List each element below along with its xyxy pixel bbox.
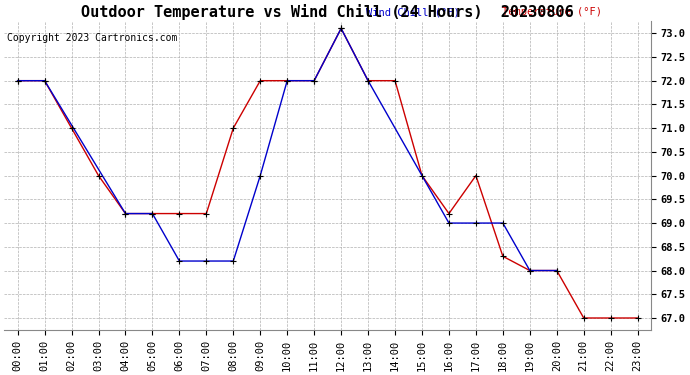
Text: Wind Chill (°F): Wind Chill (°F) <box>366 7 460 17</box>
Title: Outdoor Temperature vs Wind Chill (24 Hours)  20230806: Outdoor Temperature vs Wind Chill (24 Ho… <box>81 4 574 20</box>
Text: Temperature (°F): Temperature (°F) <box>502 7 602 17</box>
Text: Copyright 2023 Cartronics.com: Copyright 2023 Cartronics.com <box>7 33 177 43</box>
